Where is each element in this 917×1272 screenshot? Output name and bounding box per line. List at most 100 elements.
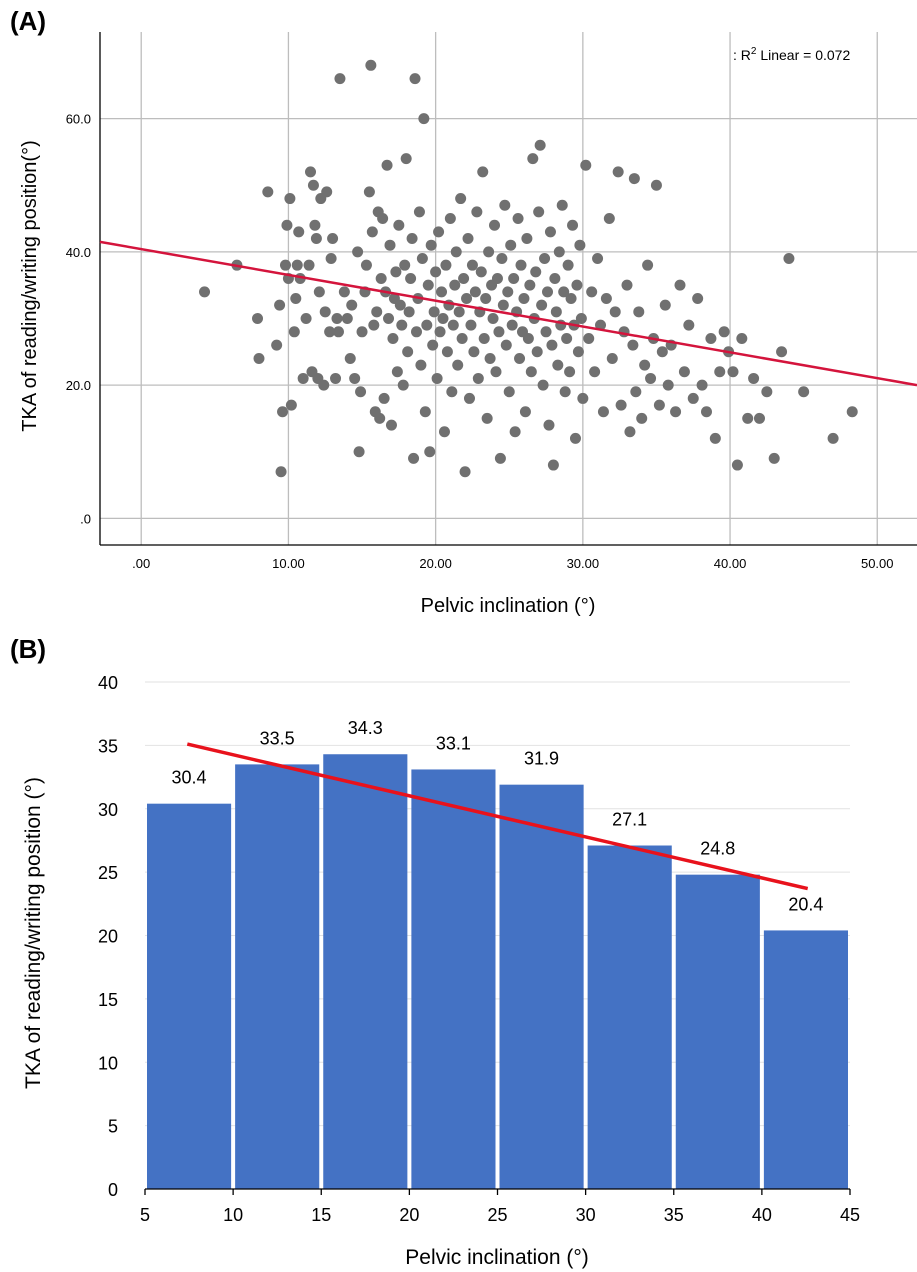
x-tick-label: 45 (840, 1205, 860, 1225)
scatter-point (309, 219, 321, 231)
scatter-point (524, 279, 536, 291)
scatter-point (334, 73, 346, 85)
bar-data-label: 27.1 (612, 810, 647, 830)
scatter-point (827, 432, 839, 444)
scatter-point (494, 452, 506, 464)
scatter-point (427, 339, 439, 351)
scatter-point (422, 279, 434, 291)
scatter-point (569, 432, 581, 444)
scatter-point (284, 193, 296, 205)
scatter-point (714, 366, 726, 378)
scatter-point (542, 286, 554, 298)
bar (675, 874, 760, 1189)
bar-chart: 30.4 33.5 34.3 33.1 31.9 27.1 24.8 20.4 5 10 15 20… (22, 673, 860, 1269)
scatter-point (571, 279, 583, 291)
scatter-point (405, 273, 417, 285)
scatter-point (509, 426, 521, 438)
scatter-point (642, 259, 654, 271)
scatter-point (505, 239, 517, 251)
bar-x-axis-label: Pelvic inclination (°) (405, 1246, 588, 1269)
scatter-point (696, 379, 708, 391)
scatter-point (441, 346, 453, 358)
scatter-point (565, 292, 577, 304)
scatter-point (518, 292, 530, 304)
scatter-point (297, 372, 309, 384)
scatter-point (748, 372, 760, 384)
scatter-point (540, 326, 552, 338)
scatter-point (390, 266, 402, 278)
scatter-point (537, 379, 549, 391)
scatter-point (483, 246, 495, 258)
scatter-point (798, 386, 810, 398)
scatter-point (549, 273, 561, 285)
scatter-point (291, 259, 303, 271)
scatter-point (531, 346, 543, 358)
scatter-point (490, 366, 502, 378)
scatter-point (606, 352, 618, 364)
scatter-point (600, 292, 612, 304)
scatter-point (700, 406, 712, 418)
bar-axes (144, 1188, 851, 1195)
y-tick-label: 20.0 (66, 378, 91, 393)
scatter-point (465, 319, 477, 331)
y-tick-label: 40 (98, 673, 118, 693)
scatter-point (628, 173, 640, 185)
scatter-point (553, 246, 565, 258)
scatter-point (612, 166, 624, 178)
scatter-tick-labels: .00 10.00 20.00 30.00 40.00 50.00 .0 20.0 40.0 60… (66, 112, 894, 571)
scatter-point (461, 292, 473, 304)
scatter-point (437, 312, 449, 324)
x-tick-label: 50.00 (861, 556, 894, 571)
scatter-point (330, 372, 342, 384)
scatter-point (577, 392, 589, 404)
scatter-point (580, 159, 592, 171)
scatter-point (381, 159, 393, 171)
scatter-point (674, 279, 686, 291)
scatter-point (659, 299, 671, 311)
panel-a: (A) .00 10.00 20.00 30.00 40.00 50.00 .0 20.0 40… (0, 0, 917, 630)
scatter-point (499, 199, 511, 211)
scatter-point (438, 426, 450, 438)
scatter-point (446, 386, 458, 398)
scatter-point (199, 286, 211, 298)
scatter-point (627, 339, 639, 351)
scatter-point (846, 406, 858, 418)
scatter-point (318, 379, 330, 391)
bar (587, 845, 672, 1189)
scatter-point (687, 392, 699, 404)
scatter-point (768, 452, 780, 464)
scatter-point (313, 286, 325, 298)
scatter-point (508, 273, 520, 285)
scatter-point (731, 459, 743, 471)
scatter-point (466, 259, 478, 271)
scatter-point (459, 466, 471, 478)
scatter-point (491, 273, 503, 285)
scatter-point (645, 372, 657, 384)
scatter-point (471, 206, 483, 218)
y-tick-label: 30 (98, 800, 118, 820)
scatter-point (290, 292, 302, 304)
scatter-point (543, 419, 555, 431)
scatter-point (559, 386, 571, 398)
scatter-point (431, 372, 443, 384)
scatter-point (469, 286, 481, 298)
scatter-point (515, 259, 527, 271)
scatter-point (597, 406, 609, 418)
scatter-point (288, 326, 300, 338)
scatter-point (360, 259, 372, 271)
bar-data-label: 20.4 (788, 894, 823, 914)
x-tick-label: .00 (132, 556, 150, 571)
scatter-point (544, 226, 556, 238)
scatter-point (399, 259, 411, 271)
scatter-point (394, 299, 406, 311)
scatter-x-axis-label: Pelvic inclination (°) (421, 595, 596, 617)
scatter-point (331, 312, 343, 324)
scatter-point (463, 392, 475, 404)
scatter-point (656, 346, 668, 358)
scatter-point (452, 359, 464, 371)
scatter-point (503, 386, 515, 398)
y-tick-label: 0 (108, 1180, 118, 1200)
scatter-point (341, 312, 353, 324)
scatter-point (338, 286, 350, 298)
bar-data-label: 31.9 (524, 749, 559, 769)
